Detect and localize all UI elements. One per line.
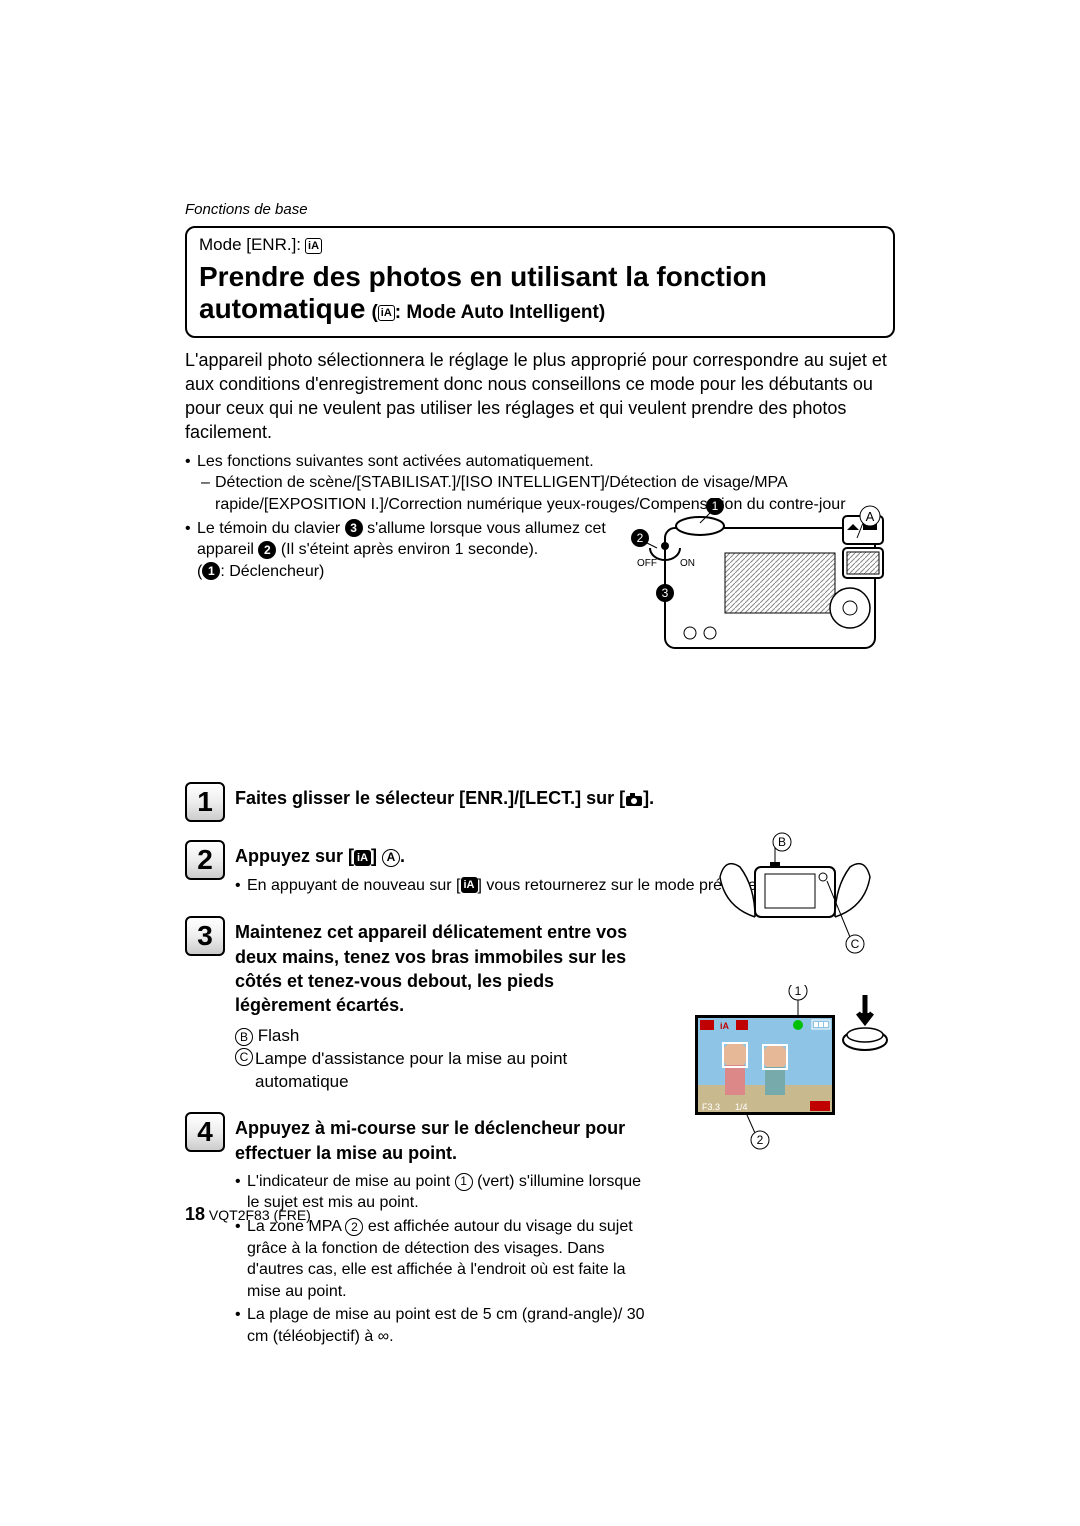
step-body: Faites glisser le sélecteur [ENR.]/[LECT…	[235, 782, 895, 810]
bullet-text: Le témoin du clavier	[197, 520, 345, 537]
step-title: Appuyez sur [iA] A.	[235, 846, 405, 866]
callout-2-icon: 2	[258, 541, 276, 559]
step-sublist: L'indicateur de mise au point 1 (vert) s…	[235, 1171, 655, 1348]
page-title: Prendre des photos en utilisant la fonct…	[199, 261, 881, 325]
list-item: Le témoin du clavier 3 s'allume lorsque …	[185, 518, 615, 583]
step-1: 1 Faites glisser le sélecteur [ENR.]/[LE…	[185, 782, 895, 822]
callout-2-icon: 2	[345, 1218, 363, 1236]
title-line1: Prendre des photos en utilisant la fonct…	[199, 261, 767, 292]
callout-a-icon: A	[382, 849, 400, 867]
list-item: La plage de mise au point est de 5 cm (g…	[235, 1304, 655, 1347]
callout-3-icon: 3	[345, 519, 363, 537]
callout-1-icon: 1	[202, 562, 220, 580]
list-item: La zone MPA 2 est affichée autour du vis…	[235, 1216, 655, 1302]
ia-mode-icon: iA	[305, 238, 322, 254]
step-title-text: Appuyez sur [	[235, 846, 354, 866]
step-number-badge: 3	[185, 916, 225, 956]
intro-paragraph: L'appareil photo sélectionnera le réglag…	[185, 348, 895, 445]
ia-mode-icon: iA	[461, 877, 478, 893]
svg-text:1: 1	[795, 985, 802, 998]
svg-text:1/4: 1/4	[735, 1102, 748, 1112]
mode-row: Mode [ENR.]: iA	[199, 234, 881, 257]
svg-text:2: 2	[757, 1133, 764, 1147]
svg-text:A: A	[866, 509, 875, 524]
svg-text:2: 2	[637, 531, 644, 545]
step-title-text: ].	[643, 788, 654, 808]
off-label: OFF	[637, 558, 657, 569]
svg-text:3: 3	[662, 586, 669, 600]
title-line2-bold: automatique	[199, 293, 365, 325]
svg-text:C: C	[851, 937, 860, 951]
step-number-badge: 2	[185, 840, 225, 880]
svg-text:B: B	[778, 835, 786, 849]
step-number-badge: 4	[185, 1112, 225, 1152]
callout-1-icon: 1	[455, 1173, 473, 1191]
camera-diagram: OFF ON 1 2 3 A	[595, 498, 895, 673]
mode-label: Mode [ENR.]:	[199, 234, 301, 257]
hands-holding-camera-diagram: B C	[700, 832, 890, 962]
page-footer: 18 VQT2F83 (FRE)	[185, 1202, 311, 1226]
callout-b-icon: B	[235, 1028, 253, 1046]
step-number-badge: 1	[185, 782, 225, 822]
sub-text: En appuyant de nouveau sur [	[247, 877, 461, 894]
title-box: Mode [ENR.]: iA Prendre des photos en ut…	[185, 226, 895, 337]
step-title: Faites glisser le sélecteur [ENR.]/[LECT…	[235, 788, 654, 808]
bullet-text: Les fonctions suivantes sont activées au…	[197, 453, 594, 470]
step-title: Maintenez cet appareil délicatement entr…	[235, 922, 627, 1015]
legend-text: Flash	[253, 1026, 299, 1045]
callout-c-icon: C	[235, 1048, 253, 1066]
section-label: Fonctions de base	[185, 200, 895, 220]
bullet-note: : Déclencheur)	[220, 563, 324, 580]
page-number: 18	[185, 1204, 205, 1224]
title-line2-detail: (iA: Mode Auto Intelligent)	[371, 302, 605, 324]
step-title-text: .	[400, 846, 405, 866]
step-legend: B Flash C Lampe d'assistance pour la mis…	[235, 1025, 655, 1094]
sub-text: L'indicateur de mise au point	[247, 1173, 455, 1190]
doc-reference: VQT2F83 (FRE)	[209, 1207, 311, 1223]
svg-text:F3.3: F3.3	[702, 1102, 720, 1112]
camera-icon	[625, 793, 643, 807]
on-label: ON	[680, 558, 695, 569]
step-title-text: Faites glisser le sélecteur [ENR.]/[LECT…	[235, 788, 625, 808]
bullet-text: (Il s'éteint après environ 1 seconde).	[276, 541, 538, 558]
legend-text: Lampe d'assistance pour la mise au point…	[253, 1048, 655, 1094]
step-title: Appuyez à mi-course sur le déclencheur p…	[235, 1118, 625, 1162]
step-body: Maintenez cet appareil délicatement entr…	[235, 916, 655, 1094]
svg-text:1: 1	[712, 499, 719, 513]
svg-text:iA: iA	[720, 1021, 730, 1031]
legend-item: C Lampe d'assistance pour la mise au poi…	[235, 1048, 655, 1094]
ia-mode-icon: iA	[354, 850, 371, 866]
step-title-text: ]	[371, 846, 382, 866]
lcd-screen-diagram: 1 iA F3.3 1/4 2	[690, 985, 895, 1155]
legend-item: B Flash	[235, 1025, 655, 1048]
ia-mode-icon: iA	[378, 305, 395, 321]
step-body: Appuyez à mi-course sur le déclencheur p…	[235, 1112, 655, 1349]
